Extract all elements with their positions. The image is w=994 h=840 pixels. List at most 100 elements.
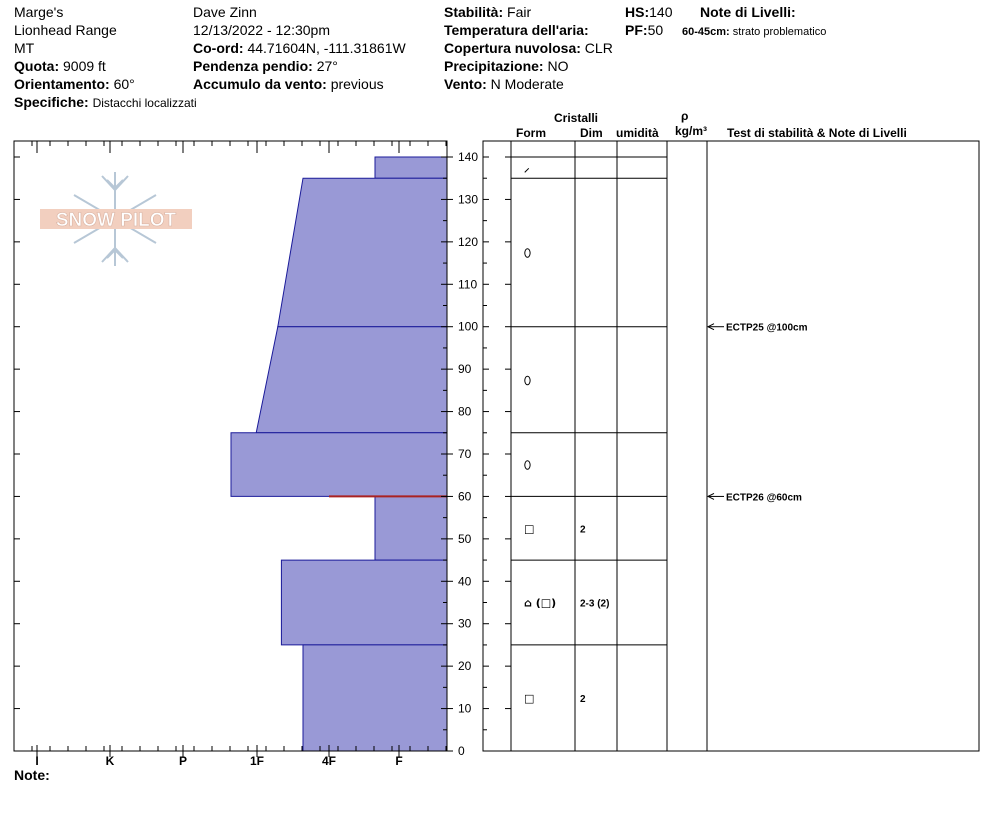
layer-notes-entry: 60-45cm: strato problematico: [682, 24, 826, 40]
hardness-layer-4: [374, 495, 448, 561]
y-tick-label-7: 70: [458, 447, 472, 461]
x-tick-label-K: K: [106, 754, 115, 768]
size-header: Dim: [580, 126, 603, 140]
stability-label: Stabilità:: [444, 4, 504, 20]
specifics: Specifiche: Distacchi localizzati: [14, 94, 197, 111]
aspect: Orientamento: 60°: [14, 76, 135, 92]
pf-value: 50: [647, 22, 664, 38]
specifics-value: Distacchi localizzati: [92, 96, 197, 110]
stability-test-label-0: ECTP25 @100cm: [726, 323, 808, 334]
grain-form-1: ⬯: [524, 246, 531, 259]
layer-table-frame: [482, 140, 980, 752]
y-tick-label-8: 80: [458, 405, 472, 419]
air-temp: Temperatura dell'aria:: [444, 22, 589, 38]
y-tick-label-11: 110: [458, 277, 477, 291]
precipitation: Precipitazione: NO: [444, 58, 568, 74]
logo-text: SNOW PILOT: [56, 210, 177, 231]
stability-notes-header: Test di stabilità & Note di Livelli: [727, 126, 907, 140]
pf-label: PF:: [625, 22, 648, 38]
stability-test-label-1: ECTP26 @60cm: [726, 492, 802, 503]
location: Marge's: [14, 4, 64, 20]
grain-form-4: □: [524, 522, 534, 535]
hardness-layer-5: [280, 559, 448, 646]
hs-value: 140: [649, 4, 673, 20]
grain-form-5: ⌂ (□): [524, 597, 556, 610]
y-tick-label-2: 20: [458, 659, 472, 673]
density-unit: kg/m³: [675, 124, 708, 138]
coords-value: 44.71604N, -111.31861W: [247, 40, 406, 56]
grain-size-6: 2: [580, 694, 586, 705]
grain-form-2: ⬯: [524, 374, 531, 387]
grain-size-4: 2: [580, 524, 586, 535]
x-tick-label-F: F: [395, 754, 402, 768]
elevation-value: 9009 ft: [63, 58, 106, 74]
y-tick-label-4: 40: [458, 574, 472, 588]
hs: HS:140: [625, 4, 672, 20]
observer: Dave Zinn: [193, 4, 257, 20]
hardness-layer-3: [230, 432, 448, 497]
stability-arrow-head-1: [706, 492, 715, 500]
y-tick-label-9: 90: [458, 362, 472, 376]
logo-band: [40, 209, 192, 229]
snowpilot-logo: SNOW PILOT: [40, 172, 192, 266]
hardness-layer-0: [374, 156, 448, 179]
density-symbol: ρ: [681, 109, 689, 123]
y-tick-label-10: 100: [458, 320, 478, 334]
grain-form-3: ⬯: [524, 459, 531, 472]
slope: Pendenza pendio: 27°: [193, 58, 338, 74]
form-header: Form: [516, 126, 546, 140]
y-tick-label-13: 130: [458, 192, 478, 206]
slope-label: Pendenza pendio:: [193, 58, 313, 74]
y-tick-label-14: 140: [458, 150, 478, 164]
precip-value: NO: [547, 58, 569, 74]
wind-loading: Accumulo da vento: previous: [193, 76, 384, 92]
state: MT: [14, 40, 35, 56]
slope-value: 27°: [316, 58, 338, 74]
wind-loading-value: previous: [330, 76, 384, 92]
stability-value: Fair: [507, 4, 532, 20]
stability: Stabilità: Fair: [444, 4, 531, 20]
y-tick-label-5: 50: [458, 532, 472, 546]
hardness-layer-2: [255, 326, 448, 434]
elevation-label: Quota:: [14, 58, 60, 74]
x-tick-label-I: I: [35, 754, 38, 768]
wind-loading-label: Accumulo da vento:: [193, 76, 327, 92]
datetime: 12/13/2022 - 12:30pm: [193, 22, 330, 38]
y-tick-label-6: 60: [458, 489, 472, 503]
coords: Co-ord: 44.71604N, -111.31861W: [193, 40, 406, 56]
coords-label: Co-ord:: [193, 40, 244, 56]
aspect-value: 60°: [113, 76, 135, 92]
grain-form-0: ⸝: [524, 162, 530, 175]
crystals-header: Cristalli: [554, 111, 599, 125]
moisture-header: umidità: [616, 126, 659, 140]
hardness-layer-1: [277, 177, 448, 328]
range: Lionhead Range: [14, 22, 117, 38]
elevation: Quota: 9009 ft: [14, 58, 106, 74]
layer-notes-label: Note di Livelli:: [700, 4, 796, 20]
y-tick-label-12: 120: [458, 235, 478, 249]
hardness-layer-6: [302, 644, 448, 752]
cloud-cover: Copertura nuvolosa: CLR: [444, 40, 613, 56]
y-tick-label-3: 30: [458, 617, 472, 631]
grain-size-5: 2-3 (2): [580, 599, 609, 610]
wind: Vento: N Moderate: [444, 76, 564, 92]
wind-label: Vento:: [444, 76, 487, 92]
aspect-label: Orientamento:: [14, 76, 110, 92]
wind-value: N Moderate: [490, 76, 564, 92]
pf: PF:50: [625, 22, 663, 38]
precip-label: Precipitazione:: [444, 58, 544, 74]
cloud-cover-label: Copertura nuvolosa:: [444, 40, 581, 56]
air-temp-label: Temperatura dell'aria:: [444, 22, 589, 38]
grain-form-6: □: [524, 692, 534, 705]
layer-notes-range: 60-45cm:: [682, 26, 730, 38]
x-tick-label-P: P: [179, 754, 187, 768]
specifics-label: Specifiche:: [14, 94, 89, 110]
layer-notes-text: strato problematico: [732, 26, 827, 38]
x-tick-label-4F: 4F: [322, 754, 336, 768]
notes-label: Note:: [14, 767, 50, 783]
y-tick-label-1: 10: [458, 702, 472, 716]
stability-arrow-head-0: [706, 323, 715, 331]
x-tick-label-1F: 1F: [250, 754, 264, 768]
hs-label: HS:: [625, 4, 650, 20]
